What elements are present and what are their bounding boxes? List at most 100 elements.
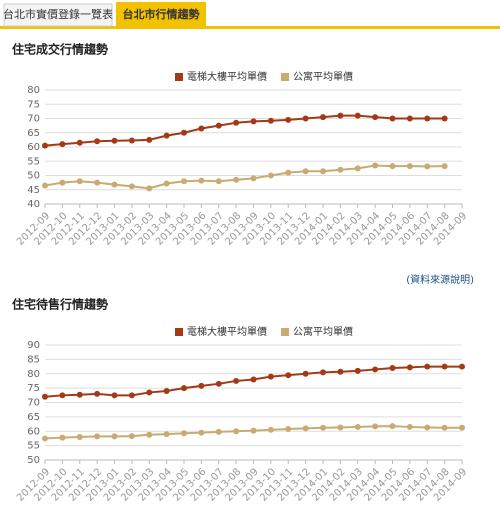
data-point	[94, 179, 101, 186]
data-point	[76, 139, 83, 146]
data-point	[59, 141, 66, 148]
legend-label: 電梯大樓平均單價	[187, 325, 267, 338]
data-point	[389, 115, 396, 122]
data-point	[233, 377, 240, 384]
data-point	[267, 172, 274, 179]
data-point	[198, 125, 205, 132]
data-point	[406, 115, 413, 122]
data-point	[354, 165, 361, 172]
data-point	[76, 178, 83, 185]
data-point	[406, 163, 413, 170]
y-tick-label: 80	[27, 85, 40, 96]
y-tick-label: 50	[27, 171, 40, 182]
source-link[interactable]: (資料來源說明)	[406, 273, 474, 286]
data-point	[424, 424, 431, 431]
data-point	[285, 425, 292, 432]
data-point	[215, 178, 222, 185]
data-point	[94, 138, 101, 145]
data-point	[215, 380, 222, 387]
y-tick-label: 55	[27, 441, 40, 452]
data-point	[337, 112, 344, 119]
data-point	[406, 364, 413, 371]
data-point	[94, 433, 101, 440]
data-point	[302, 425, 309, 432]
tab-label[interactable]: 台北市實價登錄一覽表	[3, 7, 113, 21]
data-point	[198, 177, 205, 184]
data-point	[146, 185, 153, 192]
legend-swatch	[175, 328, 183, 336]
data-point	[215, 122, 222, 129]
data-point	[42, 182, 48, 189]
data-point	[267, 373, 274, 380]
tab[interactable]	[3, 3, 113, 27]
chart-title: 住宅待售行情趨勢	[12, 297, 108, 312]
data-point	[233, 176, 240, 183]
y-tick-label: 60	[27, 142, 40, 153]
data-point	[354, 367, 361, 374]
data-point	[198, 382, 205, 389]
data-point	[59, 179, 66, 186]
y-tick-label: 50	[27, 455, 40, 466]
legend-label: 電梯大樓平均單價	[187, 70, 267, 83]
tab-active[interactable]	[116, 2, 206, 28]
data-point	[250, 376, 257, 383]
data-point	[337, 368, 344, 375]
data-point	[267, 117, 274, 124]
data-point	[441, 115, 448, 122]
data-point	[285, 116, 292, 123]
data-point	[111, 392, 118, 399]
data-point	[146, 136, 153, 143]
y-tick-label: 65	[27, 412, 40, 423]
legend-swatch	[175, 73, 183, 81]
y-tick-label: 75	[27, 383, 40, 394]
data-point	[233, 428, 240, 435]
data-point	[406, 423, 413, 430]
data-point	[146, 389, 153, 396]
data-point	[42, 142, 48, 149]
legend-swatch	[281, 328, 289, 336]
data-point	[337, 424, 344, 431]
data-point	[372, 366, 379, 373]
data-point	[128, 137, 135, 144]
y-tick-label: 45	[27, 185, 40, 196]
y-tick-label: 40	[27, 199, 40, 210]
data-point	[354, 112, 361, 119]
data-point	[424, 115, 431, 122]
data-point	[337, 166, 344, 173]
chart-title: 住宅成交行情趨勢	[12, 42, 108, 57]
data-point	[111, 181, 118, 188]
data-point	[59, 434, 66, 441]
data-point	[354, 423, 361, 430]
data-point	[424, 363, 431, 370]
data-point	[215, 428, 222, 435]
y-tick-label: 90	[27, 340, 40, 351]
y-tick-label: 55	[27, 156, 40, 167]
data-point	[76, 391, 83, 398]
data-point	[111, 137, 118, 144]
data-point	[459, 424, 465, 431]
data-point	[76, 434, 83, 440]
data-point	[198, 429, 205, 436]
data-point	[267, 426, 274, 433]
data-point	[59, 392, 66, 399]
data-point	[94, 390, 101, 397]
data-point	[250, 175, 257, 182]
y-tick-label: 85	[27, 354, 40, 365]
data-point	[163, 388, 170, 394]
data-point	[111, 433, 118, 440]
data-point	[441, 363, 448, 370]
data-point	[372, 114, 379, 121]
data-point	[181, 178, 187, 185]
data-point	[389, 423, 396, 430]
data-point	[441, 163, 448, 170]
tab-label[interactable]: 台北市行情趨勢	[123, 7, 200, 21]
data-point	[128, 392, 135, 399]
data-point	[181, 430, 187, 437]
data-point	[128, 433, 135, 440]
legend-swatch	[281, 73, 289, 81]
legend-label: 公寓平均單價	[293, 70, 353, 83]
data-point	[320, 369, 326, 376]
y-tick-label: 80	[27, 369, 40, 380]
